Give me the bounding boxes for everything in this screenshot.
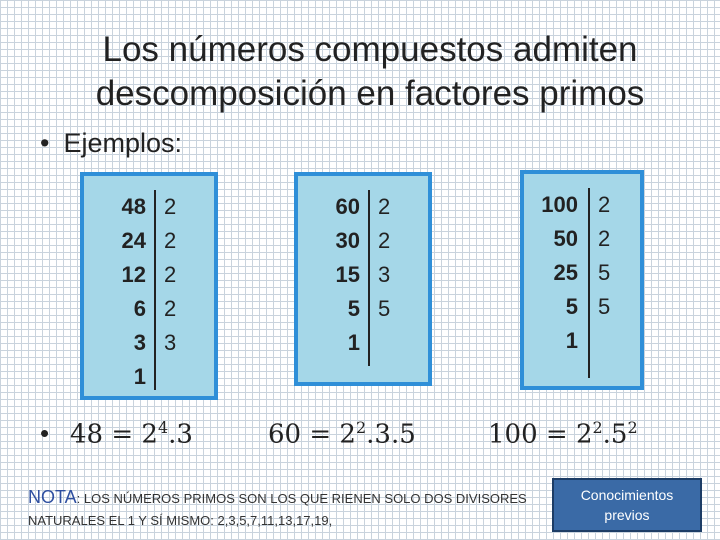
bullet-dot: • [40,418,50,448]
divider-line [154,190,156,390]
factor-table-100: 100 2 50 2 25 5 5 5 1 [520,170,644,390]
table-number: 15 [335,262,360,287]
formula-60: 60 = 22.3.5 [268,418,416,450]
table-number: 48 [121,194,146,219]
table-factor: 2 [378,228,391,253]
note-body: : LOS NÚMEROS PRIMOS SON LOS QUE RIENEN … [28,491,527,528]
table-number: 3 [133,330,146,355]
table-number: 50 [553,226,578,251]
table-factor: 2 [164,296,177,321]
table-factor: 2 [598,192,611,217]
table-number: 1 [565,328,578,353]
factor-table-60: 60 2 30 2 15 3 5 5 1 [294,172,432,386]
table-number: 60 [335,194,360,219]
table-factor: 3 [378,262,391,287]
examples-label: Ejemplos: [63,128,182,158]
table-number: 12 [121,262,146,287]
bullet-dot: • [40,128,50,158]
factor-table-48: 48 2 24 2 12 2 6 2 3 3 1 [80,172,218,400]
slide-title: Los números compuestos admiten descompos… [95,30,645,113]
table-factor: 2 [378,194,391,219]
table-factor: 2 [598,226,611,251]
table-number: 30 [335,228,360,253]
note-label: NOTA [28,487,77,507]
table-number: 5 [565,294,578,319]
table-factor: 5 [598,260,611,285]
table-number: 24 [121,228,146,253]
table-number: 5 [347,296,360,321]
table-number: 6 [133,296,146,321]
divider-line [368,190,370,366]
formula-100: 100 = 22.52 [488,418,638,450]
table-number: 1 [347,330,360,355]
prior-knowledge-button[interactable]: Conocimientos previos [552,478,702,532]
examples-heading: • Ejemplos: [40,128,182,159]
table-factor: 2 [164,228,177,253]
divider-line [588,188,590,378]
formula-48: 48 = 24.3 [70,418,193,450]
table-number: 25 [553,260,578,285]
table-factor: 3 [164,330,177,355]
table-factor: 2 [164,262,177,287]
table-number: 100 [541,192,578,217]
table-factor: 5 [598,294,611,319]
note-text: NOTA: LOS NÚMEROS PRIMOS SON LOS QUE RIE… [28,486,538,532]
table-number: 1 [133,364,146,389]
table-factor: 2 [164,194,177,219]
table-factor: 5 [378,296,391,321]
